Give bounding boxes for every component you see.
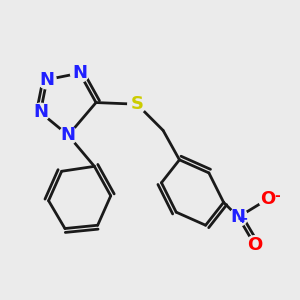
- Circle shape: [128, 95, 146, 113]
- Text: N: N: [231, 208, 246, 226]
- Circle shape: [229, 208, 248, 226]
- Circle shape: [38, 70, 56, 89]
- Text: -: -: [275, 190, 280, 203]
- Text: S: S: [130, 95, 143, 113]
- Text: +: +: [236, 212, 248, 226]
- Text: O: O: [247, 236, 262, 254]
- Text: N: N: [33, 103, 48, 122]
- Circle shape: [259, 190, 277, 208]
- Circle shape: [59, 126, 77, 144]
- Text: N: N: [72, 64, 87, 82]
- Circle shape: [70, 64, 89, 82]
- Text: N: N: [39, 71, 54, 89]
- Text: O: O: [260, 190, 275, 208]
- Circle shape: [31, 103, 50, 122]
- Circle shape: [245, 236, 264, 254]
- Text: N: N: [61, 126, 76, 144]
